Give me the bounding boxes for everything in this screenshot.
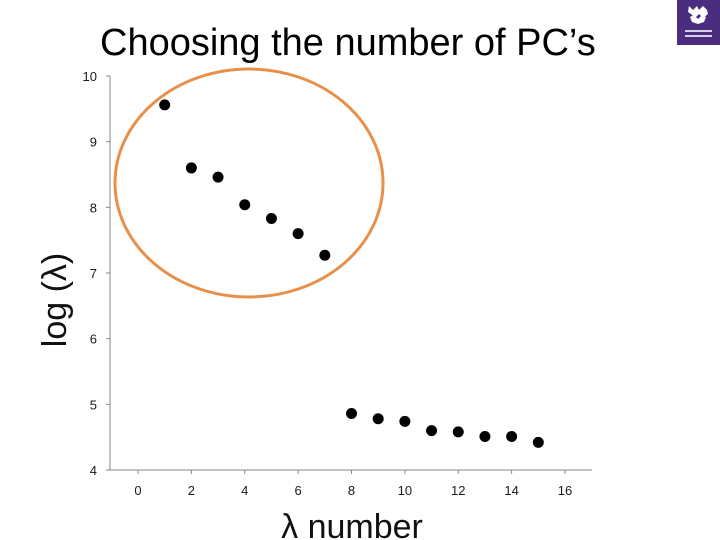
- data-point: [506, 431, 518, 443]
- data-points: [159, 99, 544, 448]
- slide-title: Choosing the number of PC’s: [100, 22, 596, 64]
- data-point: [159, 99, 171, 111]
- data-point: [185, 162, 197, 174]
- data-point: [265, 212, 277, 224]
- data-point: [532, 436, 544, 448]
- x-tick-label: 4: [241, 483, 248, 498]
- x-tick-label: 12: [451, 483, 465, 498]
- y-tick-label: 6: [90, 332, 97, 347]
- data-point: [426, 425, 438, 437]
- x-tick-label: 6: [295, 483, 302, 498]
- highlight-ellipse: [113, 67, 385, 299]
- y-tick-label: 4: [90, 463, 97, 478]
- y-tick-labels: 4 5 6 7 8 9 10: [83, 69, 110, 478]
- x-tick-labels: 0 2 4 6 8 10 12 14 16: [134, 470, 572, 498]
- data-point: [399, 415, 411, 427]
- x-tick-label: 8: [348, 483, 355, 498]
- data-point: [212, 171, 224, 183]
- data-point: [319, 249, 331, 261]
- y-axis-label: log (λ): [36, 253, 74, 347]
- x-tick-label: 10: [398, 483, 412, 498]
- x-axis-label: λ number: [281, 508, 423, 540]
- y-tick-label: 5: [90, 397, 97, 412]
- university-crest-icon: [677, 0, 720, 45]
- x-tick-label: 2: [188, 483, 195, 498]
- data-point: [346, 408, 357, 420]
- y-tick-label: 7: [90, 266, 97, 281]
- y-tick-label: 10: [83, 69, 97, 84]
- x-tick-label: 14: [504, 483, 518, 498]
- y-tick-label: 8: [90, 200, 97, 215]
- data-point: [372, 413, 384, 425]
- data-point: [292, 228, 304, 240]
- data-point: [239, 199, 251, 211]
- x-tick-label: 16: [558, 483, 572, 498]
- x-tick-label: 0: [134, 483, 141, 498]
- y-tick-label: 9: [90, 135, 97, 150]
- data-point: [479, 431, 491, 443]
- data-point: [452, 426, 464, 438]
